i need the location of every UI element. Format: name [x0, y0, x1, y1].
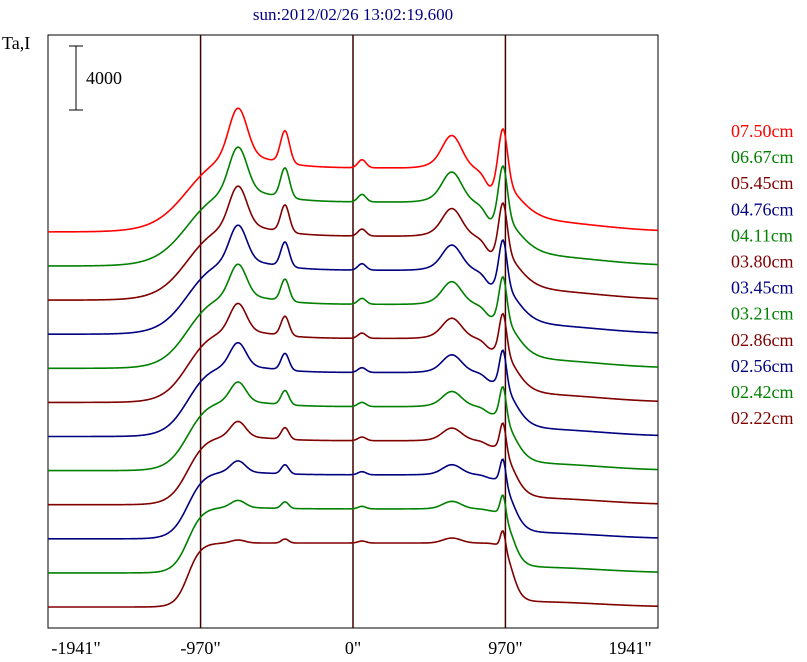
series-line [48, 420, 659, 506]
legend-entry: 03.45cm [731, 278, 794, 298]
x-tick-label: -1941" [51, 638, 100, 658]
series-line [48, 341, 659, 438]
series-line [48, 302, 659, 404]
series-line [48, 107, 659, 233]
legend-entry: 04.76cm [731, 199, 794, 219]
series-line [48, 529, 659, 608]
scale-bar-label: 4000 [86, 68, 122, 88]
series-line [48, 224, 659, 335]
y-axis-label: Ta,I [2, 33, 30, 53]
legend-entry: 06.67cm [731, 147, 794, 167]
legend: 07.50cm 06.67cm 05.45cm 04.76cm 04.11cm 03.80… [731, 121, 794, 428]
legend-entry: 03.80cm [731, 252, 794, 272]
x-tick-label: 1941" [608, 638, 651, 658]
legend-entry: 07.50cm [731, 121, 794, 141]
series-line [48, 494, 659, 574]
series-line [48, 381, 659, 472]
spectrum-curves [48, 107, 659, 608]
x-tick-label: 970" [488, 638, 522, 658]
x-tick-label: 0" [345, 638, 361, 658]
legend-entry: 05.45cm [731, 173, 794, 193]
series-line [48, 185, 659, 301]
legend-entry: 04.11cm [731, 225, 793, 245]
legend-entry: 02.56cm [731, 356, 794, 376]
x-axis-ticks: -1941" -970" 0" 970" 1941" [51, 638, 651, 658]
series-line [48, 263, 659, 370]
series-line [48, 458, 659, 540]
legend-entry: 03.21cm [731, 304, 794, 324]
legend-entry: 02.22cm [731, 408, 794, 428]
x-tick-label: -970" [180, 638, 220, 658]
legend-entry: 02.42cm [731, 382, 794, 402]
scale-bar: 4000 [69, 45, 122, 111]
legend-entry: 02.86cm [731, 330, 794, 350]
series-line [48, 146, 659, 267]
chart-title: sun:2012/02/26 13:02:19.600 [253, 5, 453, 24]
